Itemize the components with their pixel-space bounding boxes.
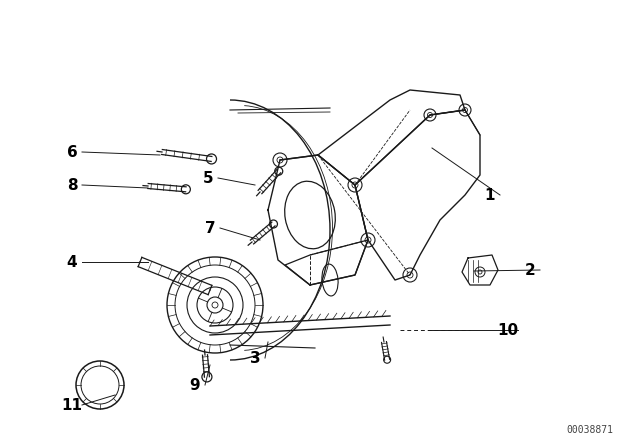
- Text: 6: 6: [67, 145, 77, 159]
- Text: 2: 2: [525, 263, 536, 277]
- Text: 8: 8: [67, 177, 77, 193]
- Text: 11: 11: [61, 397, 83, 413]
- Text: 7: 7: [205, 220, 215, 236]
- Text: 3: 3: [250, 350, 260, 366]
- Text: 10: 10: [497, 323, 518, 337]
- Text: 9: 9: [189, 378, 200, 392]
- Text: 5: 5: [203, 171, 213, 185]
- Text: 4: 4: [67, 254, 77, 270]
- Text: 1: 1: [484, 188, 495, 202]
- Text: 00038871: 00038871: [566, 425, 614, 435]
